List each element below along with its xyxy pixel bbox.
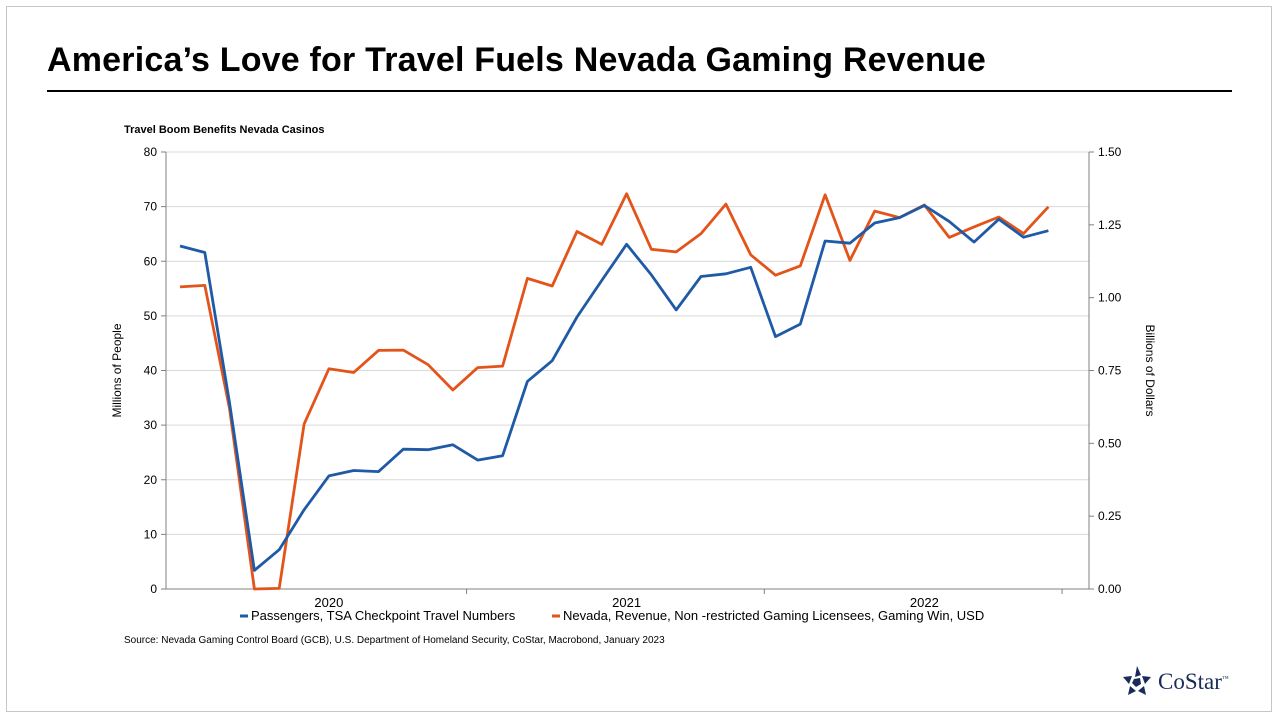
y2-tick-label: 1.50 <box>1098 145 1122 159</box>
y-tick-label: 60 <box>144 254 158 268</box>
y2-tick-label: 1.25 <box>1098 218 1122 232</box>
y-axis-title: Millions of People <box>110 323 124 417</box>
y2-tick-label: 0.25 <box>1098 509 1122 523</box>
legend-label: Nevada, Revenue, Non -restricted Gaming … <box>563 608 984 623</box>
y2-axis-title: Billions of Dollars <box>1143 324 1157 416</box>
y2-tick-label: 0.75 <box>1098 364 1122 378</box>
x-tick-label: 2020 <box>314 595 343 610</box>
x-tick-label: 2021 <box>612 595 641 610</box>
costar-star-logo-icon <box>1123 666 1151 695</box>
y2-tick-label: 0.50 <box>1098 436 1122 450</box>
costar-logo-text: CoStar™ <box>1158 669 1229 694</box>
page-title: America’s Love for Travel Fuels Nevada G… <box>47 41 987 79</box>
costar-logo: CoStar™ <box>1120 664 1240 698</box>
y-tick-label: 50 <box>144 309 158 323</box>
legend-label: Passengers, TSA Checkpoint Travel Number… <box>251 608 516 623</box>
y2-tick-label: 0.00 <box>1098 582 1122 596</box>
y-tick-label: 20 <box>144 473 158 487</box>
series-line-passengers <box>179 204 1049 572</box>
y-tick-label: 10 <box>144 527 158 541</box>
y-tick-label: 0 <box>150 582 157 596</box>
y-tick-label: 80 <box>144 145 158 159</box>
slide-frame <box>6 6 1272 712</box>
y2-tick-label: 1.00 <box>1098 291 1122 305</box>
y-tick-label: 70 <box>144 200 158 214</box>
x-tick-label: 2022 <box>910 595 939 610</box>
source-note: Source: Nevada Gaming Control Board (GCB… <box>124 635 665 646</box>
y-tick-label: 30 <box>144 418 158 432</box>
chart-title: Travel Boom Benefits Nevada Casinos <box>124 124 325 136</box>
title-divider <box>47 90 1232 92</box>
series-line-gaming-revenue <box>179 192 1050 591</box>
y-tick-label: 40 <box>144 364 158 378</box>
